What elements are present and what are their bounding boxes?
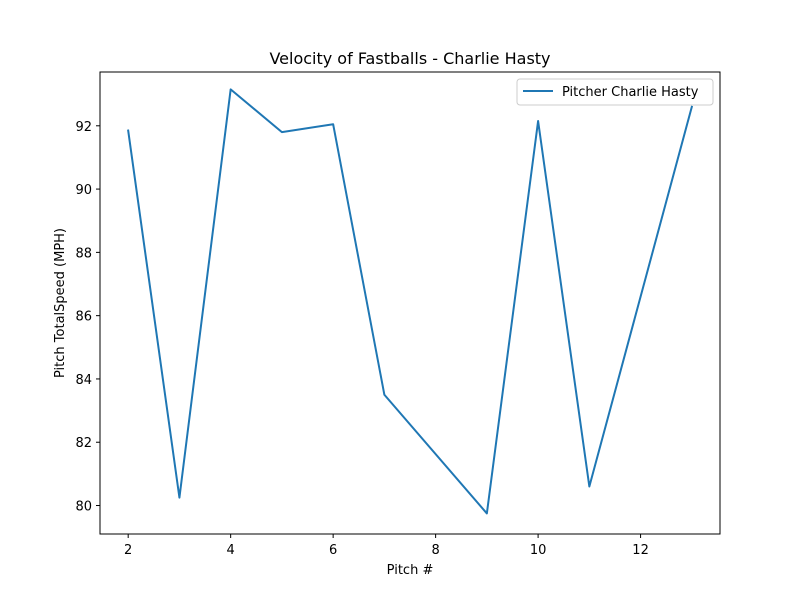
data-point [383,394,385,396]
data-point [486,512,488,514]
x-tick-label: 2 [124,543,132,558]
x-tick-label: 12 [632,543,649,558]
y-tick-label: 80 [75,500,92,515]
data-point [127,130,129,132]
data-point [281,131,283,133]
legend-box [516,78,714,106]
plot-area [100,72,720,534]
data-point [332,123,334,125]
y-tick-label: 82 [75,436,92,451]
y-tick-label: 90 [75,183,92,198]
x-tick-label: 6 [329,543,337,558]
x-axis-label: Pitch # [387,563,434,578]
x-axis-ticks: 2 4 6 8 10 12 [124,534,649,558]
data-point [588,486,590,488]
y-tick-label: 88 [75,246,92,261]
y-axis-label: Pitch TotalSpeed (MPH) [53,228,68,378]
series-line [127,88,694,515]
legend-entry-label: Pitcher Charlie Hasty [562,85,699,100]
x-tick-label: 10 [530,543,547,558]
data-point [178,497,180,499]
x-tick-label: 8 [431,543,439,558]
y-tick-label: 92 [75,120,92,135]
chart-title: Velocity of Fastballs - Charlie Hasty [269,49,550,68]
plot-frame [99,71,721,535]
y-tick-label: 86 [75,310,92,325]
legend: Pitcher Charlie Hasty [516,78,714,106]
y-tick-label: 84 [75,373,92,388]
data-point [537,120,539,122]
data-point [230,88,232,90]
x-tick-label: 4 [227,543,235,558]
series-layer [127,88,694,515]
y-axis-ticks: 80 82 84 86 88 90 92 [75,120,100,515]
data-point [691,106,693,108]
